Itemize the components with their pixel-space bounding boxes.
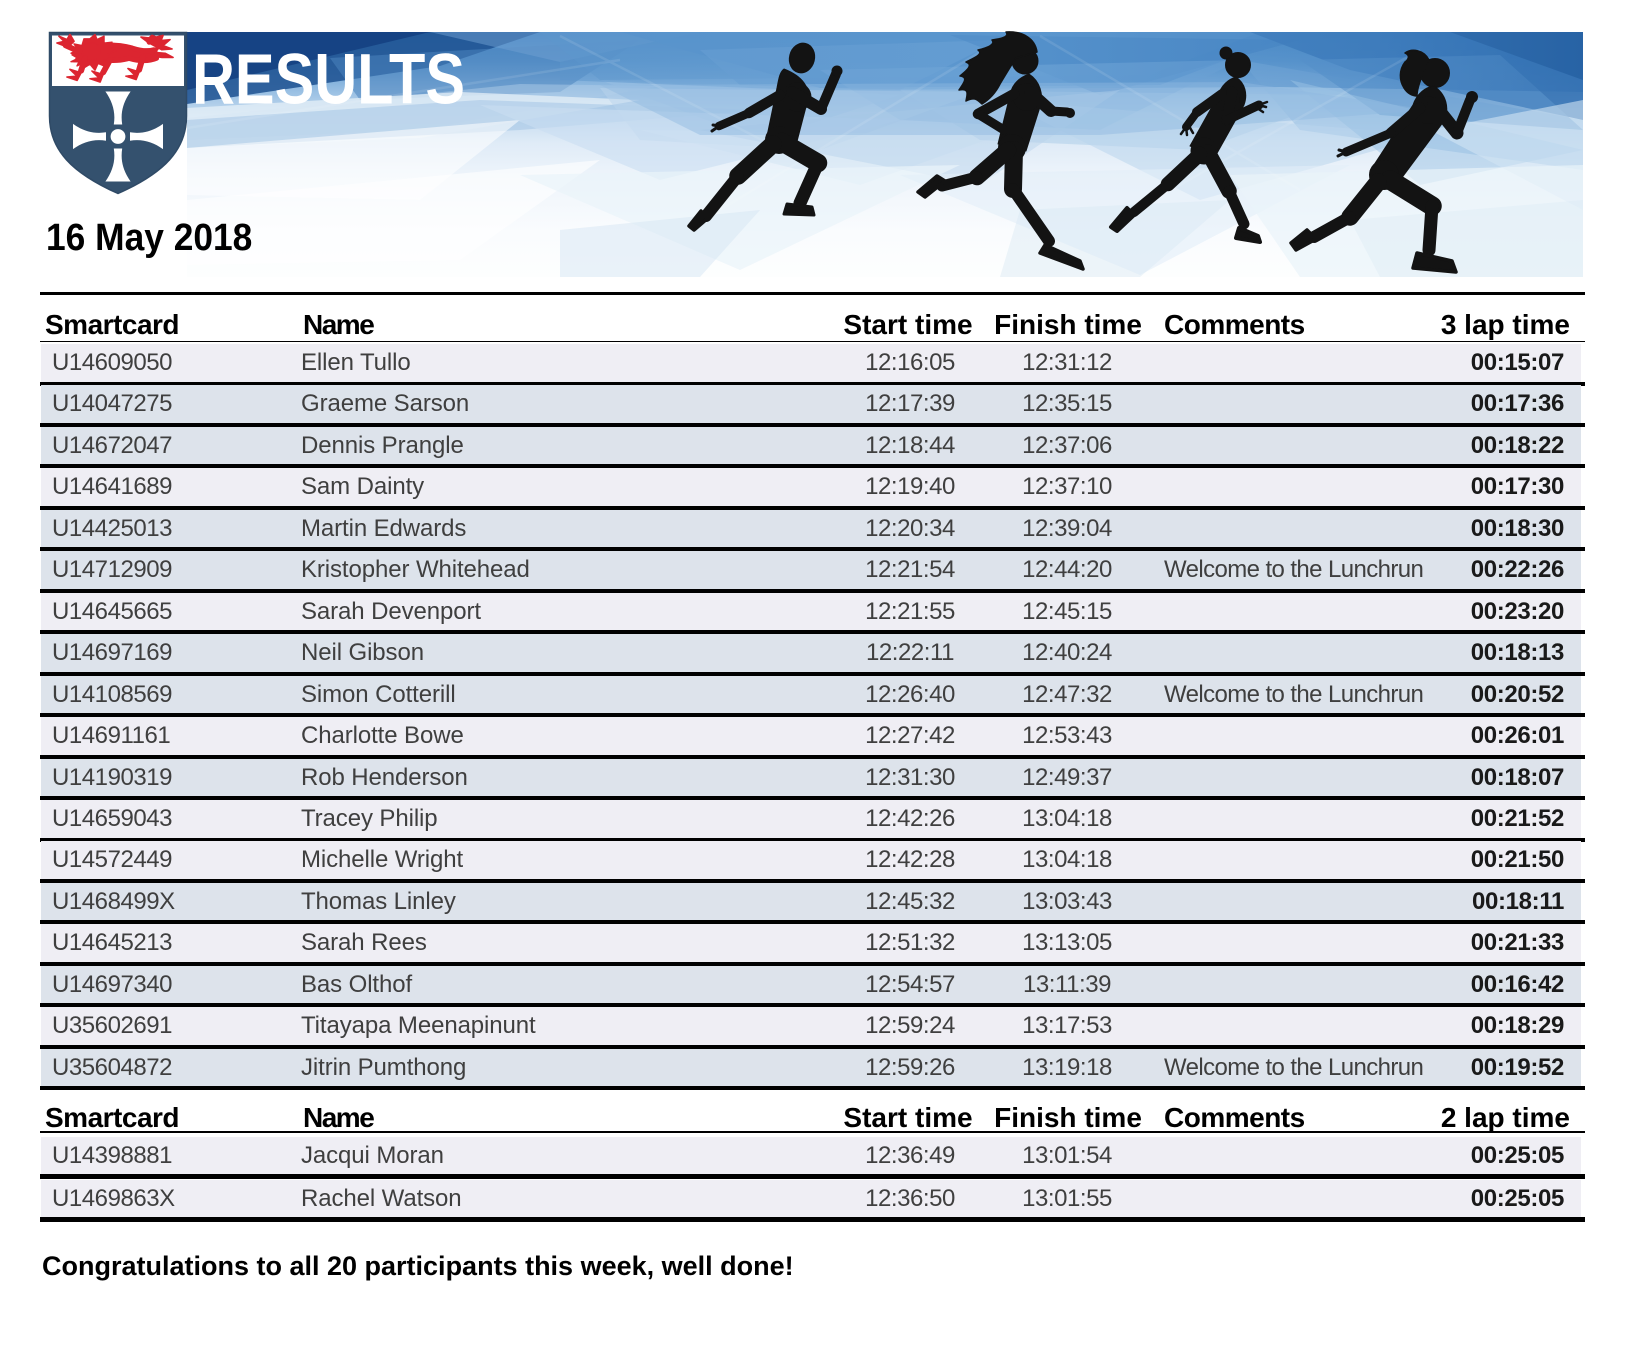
svg-text:RESULTS: RESULTS xyxy=(192,41,465,120)
